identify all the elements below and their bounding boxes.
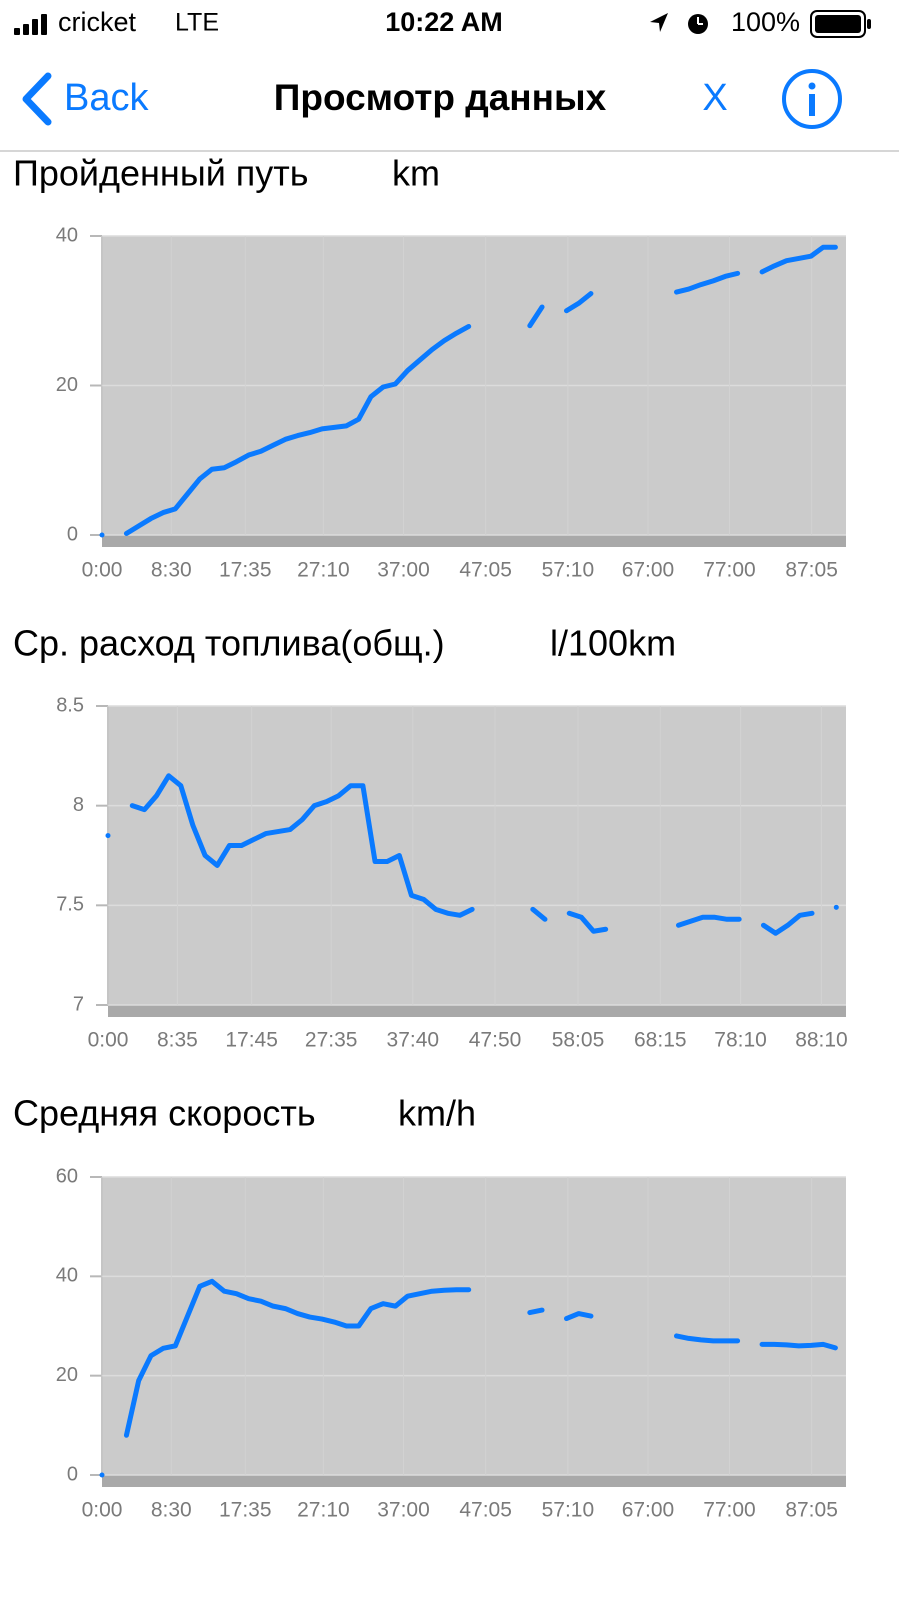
x-tick-label: 17:45 <box>225 1029 278 1052</box>
chart-unit: km <box>392 153 440 194</box>
x-tick-label: 68:15 <box>634 1029 687 1052</box>
x-tick-label: 67:00 <box>622 1499 675 1522</box>
nav-title: Просмотр данных <box>274 77 607 118</box>
data-line <box>99 244 838 538</box>
plot-area <box>108 706 846 1005</box>
x-tick-label: 0:00 <box>82 559 123 582</box>
x-tick-label: 57:10 <box>542 559 595 582</box>
alarm-icon <box>688 14 708 34</box>
x-tick-label: 17:35 <box>219 559 272 582</box>
info-button[interactable] <box>782 69 842 129</box>
x-axis-band <box>102 1475 846 1487</box>
x-tick-label: 8:30 <box>151 559 192 582</box>
x-tick-label: 8:35 <box>157 1029 198 1052</box>
x-tick-label: 67:00 <box>622 559 675 582</box>
y-tick-label: 0 <box>67 1463 78 1485</box>
y-tick-label: 8.5 <box>56 694 84 716</box>
x-tick-label: 58:05 <box>552 1029 605 1052</box>
y-tick-label: 20 <box>56 374 78 396</box>
plot-area <box>102 1177 846 1475</box>
back-label[interactable]: Back <box>64 77 149 119</box>
x-tick-label: 77:00 <box>703 1499 756 1522</box>
carrier: cricket <box>58 7 137 37</box>
x-tick-label: 47:50 <box>469 1029 522 1052</box>
battery-icon <box>810 10 871 38</box>
chart-title: Средняя скорость <box>13 1093 316 1134</box>
network: LTE <box>175 9 219 37</box>
y-tick-label: 7.5 <box>56 894 84 916</box>
x-axis-band <box>108 1005 846 1017</box>
x-tick-label: 87:05 <box>785 1499 838 1522</box>
y-tick-label: 20 <box>56 1364 78 1386</box>
signal-icon <box>14 14 47 35</box>
x-tick-label: 47:05 <box>459 1499 512 1522</box>
x-tick-label: 78:10 <box>714 1029 767 1052</box>
x-axis-band <box>102 535 846 547</box>
x-tick-label: 37:00 <box>377 1499 430 1522</box>
battery-text: 100% <box>731 7 800 37</box>
x-tick-label: 87:05 <box>785 559 838 582</box>
x-tick-label: 27:10 <box>297 1499 350 1522</box>
x-tick-label: 88:10 <box>795 1029 848 1052</box>
y-tick-label: 7 <box>73 993 84 1015</box>
x-tick-label: 27:10 <box>297 559 350 582</box>
x-tick-label: 17:35 <box>219 1499 272 1522</box>
chart-title: Ср. расход топлива(общ.) <box>13 623 445 664</box>
chart-title: Пройденный путь <box>13 153 309 194</box>
x-tick-label: 77:00 <box>703 559 756 582</box>
y-tick-label: 0 <box>67 523 78 545</box>
chart-unit: km/h <box>398 1093 476 1134</box>
data-line <box>105 773 839 936</box>
y-tick-label: 60 <box>56 1165 78 1187</box>
x-tick-label: 0:00 <box>88 1029 129 1052</box>
back-button[interactable]: Back <box>22 72 149 126</box>
location-icon <box>650 13 668 32</box>
x-tick-label: 8:30 <box>151 1499 192 1522</box>
x-tick-label: 27:35 <box>305 1029 358 1052</box>
x-tick-label: 37:00 <box>377 559 430 582</box>
y-tick-label: 40 <box>56 1265 78 1287</box>
x-tick-label: 57:10 <box>542 1499 595 1522</box>
clock: 10:22 AM <box>385 7 503 37</box>
chart-unit: l/100km <box>550 623 676 664</box>
y-tick-label: 40 <box>56 224 78 246</box>
x-tick-label: 37:40 <box>387 1029 440 1052</box>
x-tick-label: 47:05 <box>459 559 512 582</box>
close-button[interactable]: X <box>702 77 727 119</box>
y-tick-label: 8 <box>73 794 84 816</box>
x-tick-label: 0:00 <box>82 1499 123 1522</box>
data-line <box>99 1278 838 1478</box>
